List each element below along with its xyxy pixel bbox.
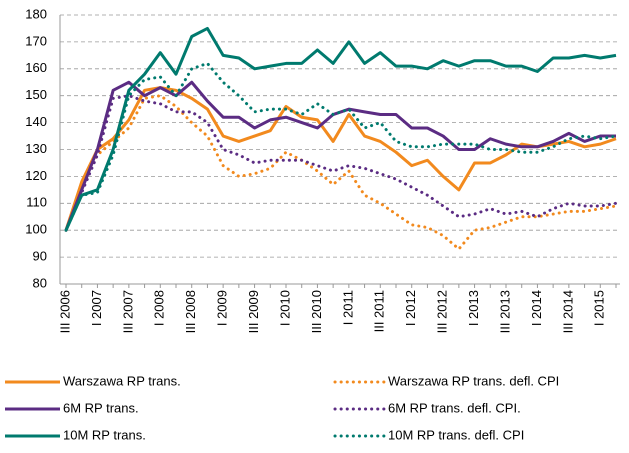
x-tick-label: III 2011 — [372, 290, 387, 332]
legend-label: 10M RP trans. — [63, 427, 146, 442]
x-tick-label: I 2013 — [466, 290, 481, 326]
y-tick-label: 160 — [25, 60, 47, 75]
y-tick-label: 170 — [25, 33, 47, 48]
x-tick-label: III 2009 — [246, 290, 261, 333]
y-tick-label: 140 — [25, 114, 47, 129]
y-tick-label: 120 — [25, 168, 47, 183]
x-tick-label: III 2010 — [309, 290, 324, 333]
x-tick-label: I 2014 — [529, 290, 544, 326]
x-tick-label: III 2007 — [120, 290, 135, 333]
y-tick-label: 80 — [33, 275, 47, 290]
legend-label: 10M RP trans. defl. CPI — [388, 427, 524, 442]
y-tick-label: 130 — [25, 141, 47, 156]
x-tick-label: I 2011 — [340, 290, 355, 325]
x-tick-label: I 2012 — [403, 290, 418, 326]
line-series — [64, 94, 618, 251]
y-tick-label: 100 — [25, 222, 47, 237]
x-tick-label: III 2012 — [435, 290, 450, 333]
y-tick-label: 90 — [33, 249, 47, 264]
legend-label: 6M RP trans. defl. CPI. — [388, 400, 521, 415]
x-tick-label: I 2009 — [215, 290, 230, 326]
legend-label: Warszawa RP trans. defl. CPI — [388, 373, 559, 388]
line-series — [64, 80, 616, 231]
x-tick-label: III 2008 — [183, 290, 198, 333]
x-tick-label: I 2007 — [89, 290, 104, 326]
x-tick-label: I 2010 — [277, 290, 292, 326]
x-tick-label: I 2008 — [152, 290, 167, 326]
y-tick-label: 110 — [26, 195, 47, 210]
line-series — [64, 94, 618, 232]
line-series — [64, 26, 617, 231]
x-tick-label: III 2013 — [497, 290, 512, 333]
legend-label: Warszawa RP trans. — [63, 373, 181, 388]
x-tick-label: I 2015 — [592, 290, 607, 326]
line-series — [64, 86, 617, 231]
y-tick-label: 150 — [25, 87, 47, 102]
x-tick-label: III 2006 — [57, 290, 72, 333]
x-tick-label: III 2014 — [560, 290, 575, 333]
line-series — [64, 61, 618, 232]
y-tick-label: 180 — [25, 6, 47, 21]
legend-label: 6M RP trans. — [63, 400, 139, 415]
